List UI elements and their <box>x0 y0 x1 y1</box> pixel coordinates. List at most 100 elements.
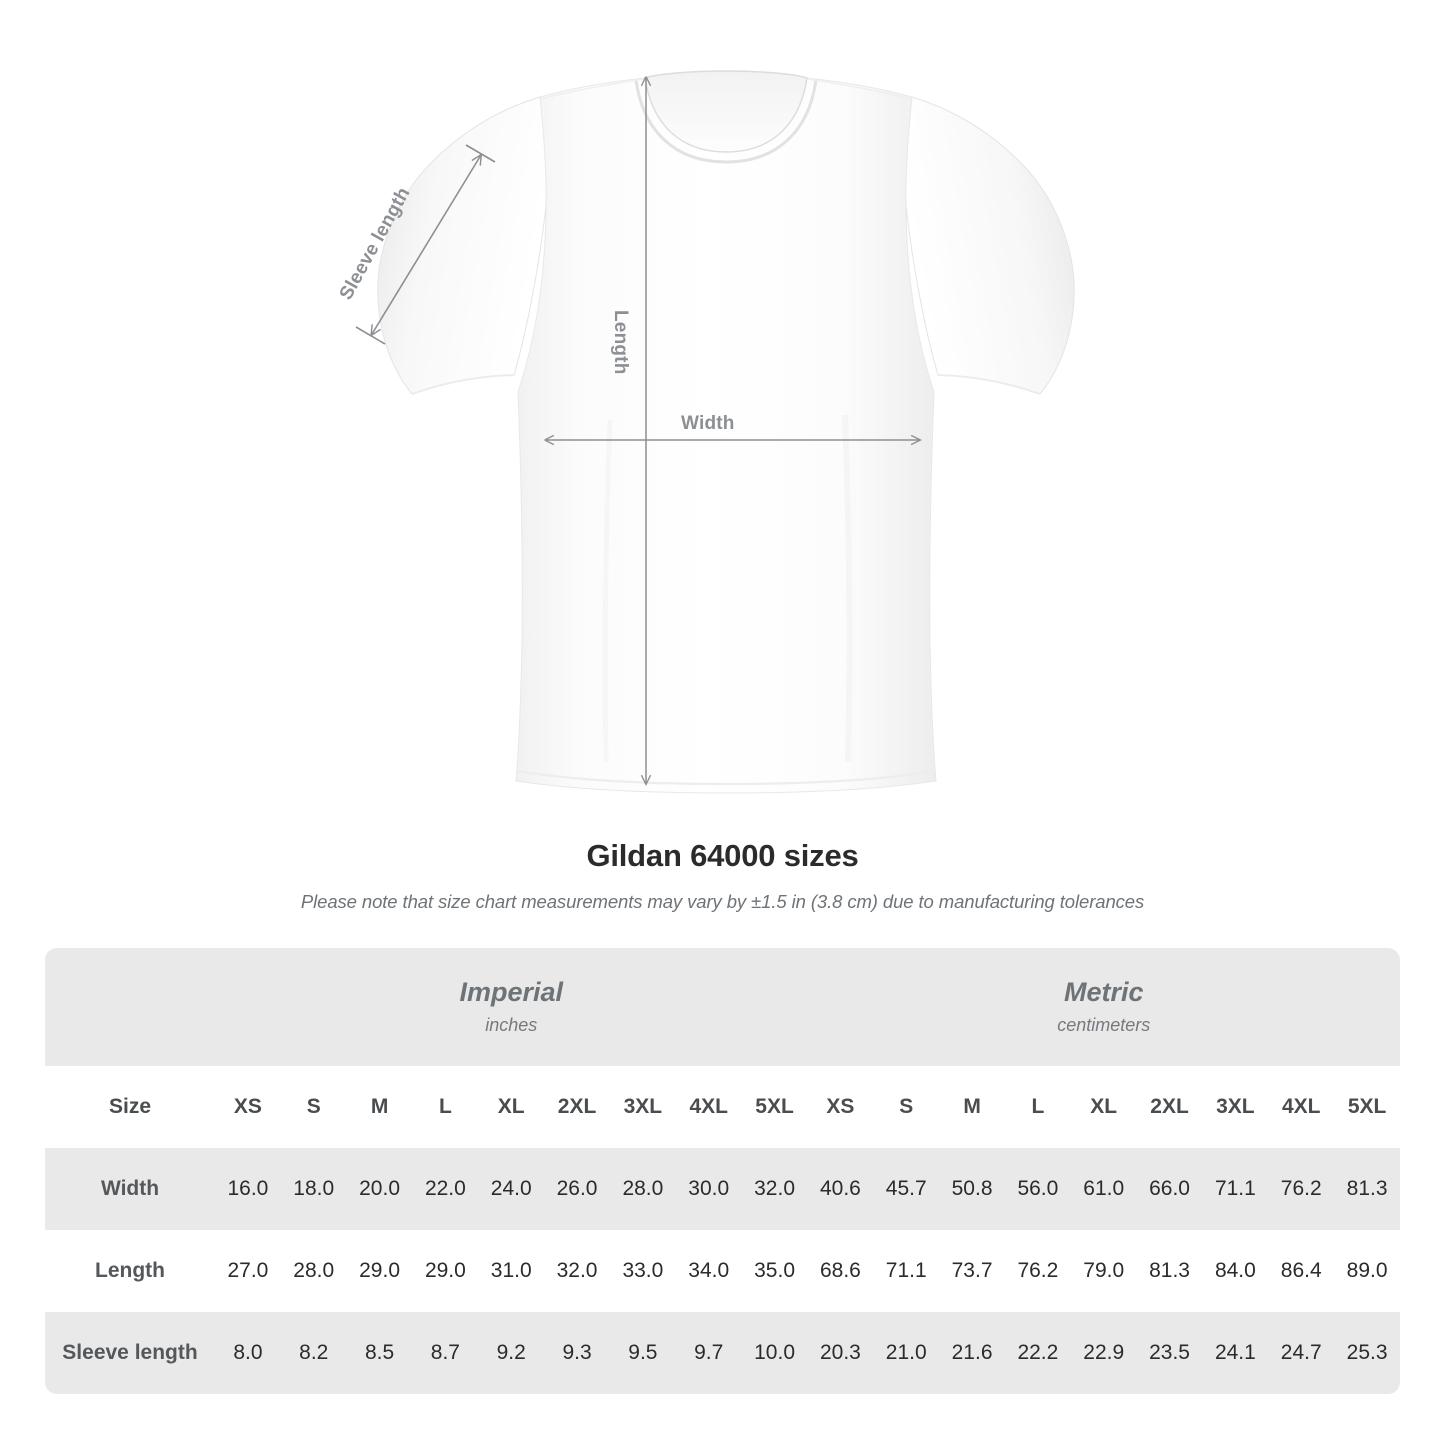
size-chart-table-wrap: Imperial inches Metric centimeters Size X… <box>45 948 1401 1394</box>
unit-banner-spacer <box>45 948 215 1066</box>
cell-width-metric-3xl: 71.1 <box>1202 1148 1269 1230</box>
cell-width-metric-xl: 61.0 <box>1070 1148 1137 1230</box>
right-sleeve <box>904 96 1075 395</box>
cell-width-imperial-l: 22.0 <box>412 1148 479 1230</box>
cell-length-metric-4xl: 86.4 <box>1268 1230 1335 1312</box>
unit-banner-row: Imperial inches Metric centimeters <box>45 948 1401 1066</box>
cell-length-imperial-xs: 27.0 <box>215 1230 281 1312</box>
cell-length-metric-3xl: 84.0 <box>1202 1230 1269 1312</box>
fabric-fold <box>842 414 853 763</box>
cell-width-metric-m: 50.8 <box>939 1148 1005 1230</box>
size-header-metric-xs: XS <box>807 1066 874 1148</box>
size-header-metric-3xl: 3XL <box>1202 1066 1269 1148</box>
left-shoulder-seam <box>540 78 645 100</box>
cell-length-imperial-2xl: 32.0 <box>544 1230 610 1312</box>
cell-width-imperial-4xl: 30.0 <box>675 1148 742 1230</box>
cell-sleeve-length-imperial-m: 8.5 <box>346 1312 413 1394</box>
cell-width-metric-l: 56.0 <box>1004 1148 1071 1230</box>
cell-length-imperial-l: 29.0 <box>412 1230 479 1312</box>
size-header-imperial-3xl: 3XL <box>609 1066 676 1148</box>
fabric-fold <box>602 419 613 763</box>
size-header-metric-l: L <box>1004 1066 1071 1148</box>
cell-sleeve-length-imperial-3xl: 9.5 <box>609 1312 676 1394</box>
unit-name-metric: Metric <box>1064 976 1144 1007</box>
page-subtitle: Please note that size chart measurements… <box>300 891 1145 912</box>
cell-sleeve-length-metric-4xl: 24.7 <box>1268 1312 1335 1394</box>
size-header-metric-2xl: 2XL <box>1136 1066 1203 1148</box>
cell-sleeve-length-imperial-xl: 9.2 <box>478 1312 545 1394</box>
sleeve-length-tick-top <box>465 144 496 163</box>
cell-sleeve-length-imperial-4xl: 9.7 <box>675 1312 742 1394</box>
unit-sub-metric: centimeters <box>1057 1015 1151 1036</box>
size-header-imperial-l: L <box>412 1066 479 1148</box>
cell-sleeve-length-imperial-5xl: 10.0 <box>741 1312 808 1394</box>
size-header-imperial-s: S <box>280 1066 347 1148</box>
cell-length-imperial-4xl: 34.0 <box>675 1230 742 1312</box>
cell-sleeve-length-metric-l: 22.2 <box>1004 1312 1071 1394</box>
cell-sleeve-length-metric-s: 21.0 <box>873 1312 940 1394</box>
cell-length-metric-5xl: 89.0 <box>1334 1230 1401 1312</box>
cell-length-imperial-m: 29.0 <box>346 1230 413 1312</box>
cell-length-imperial-3xl: 33.0 <box>609 1230 676 1312</box>
size-chart-table: Imperial inches Metric centimeters Size X… <box>45 948 1401 1394</box>
cell-width-imperial-m: 20.0 <box>346 1148 413 1230</box>
size-header-metric-s: S <box>873 1066 940 1148</box>
cell-width-imperial-2xl: 26.0 <box>544 1148 610 1230</box>
unit-name-imperial: Imperial <box>459 976 564 1007</box>
size-header-imperial-2xl: 2XL <box>544 1066 610 1148</box>
size-header-metric-m: M <box>939 1066 1005 1148</box>
sleeve-length-arrow <box>372 155 481 334</box>
size-header-imperial-xl: XL <box>478 1066 545 1148</box>
size-header-row: Size XS S M L XL 2XL 3XL 4XL 5XL XS S M L XL 2XL 3XL 4XL 5… <box>45 1066 1401 1148</box>
size-header-imperial-xs: XS <box>215 1066 281 1148</box>
cell-width-metric-s: 45.7 <box>873 1148 940 1230</box>
cell-length-metric-m: 73.7 <box>939 1230 1005 1312</box>
cell-sleeve-length-imperial-2xl: 9.3 <box>544 1312 610 1394</box>
tshirt-diagram: Sleeve length Length Width <box>336 70 1075 794</box>
left-sleeve-hem <box>411 374 515 395</box>
row-label-width: Width <box>45 1148 215 1230</box>
cell-width-metric-5xl: 81.3 <box>1334 1148 1401 1230</box>
size-header-imperial-5xl: 5XL <box>741 1066 808 1148</box>
cell-length-metric-xl: 79.0 <box>1070 1230 1137 1312</box>
heading-block: Gildan 64000 sizes Please note that size… <box>0 838 1445 913</box>
cell-sleeve-length-imperial-s: 8.2 <box>280 1312 347 1394</box>
cell-width-metric-4xl: 76.2 <box>1268 1148 1335 1230</box>
collar <box>644 70 808 153</box>
cell-width-imperial-3xl: 28.0 <box>609 1148 676 1230</box>
cell-length-metric-s: 71.1 <box>873 1230 940 1312</box>
sleeve-length-tick-bottom <box>355 326 386 345</box>
unit-sub-imperial: inches <box>485 1015 538 1036</box>
size-header-imperial-m: M <box>346 1066 413 1148</box>
cell-width-imperial-s: 18.0 <box>280 1148 347 1230</box>
cell-width-imperial-5xl: 32.0 <box>741 1148 808 1230</box>
bottom-hem <box>516 769 936 786</box>
cell-width-metric-xs: 40.6 <box>807 1148 874 1230</box>
row-label-sleeve-length: Sleeve length <box>45 1312 215 1394</box>
cell-sleeve-length-metric-3xl: 24.1 <box>1202 1312 1269 1394</box>
row-label-length: Length <box>45 1230 215 1312</box>
cell-sleeve-length-metric-xs: 20.3 <box>807 1312 874 1394</box>
left-sleeve <box>377 96 548 395</box>
size-header-metric-xl: XL <box>1070 1066 1137 1148</box>
cell-width-metric-2xl: 66.0 <box>1136 1148 1203 1230</box>
cell-width-imperial-xs: 16.0 <box>215 1148 281 1230</box>
cell-length-metric-l: 76.2 <box>1004 1230 1071 1312</box>
size-header-metric-4xl: 4XL <box>1268 1066 1335 1148</box>
cell-sleeve-length-metric-5xl: 25.3 <box>1334 1312 1401 1394</box>
cell-sleeve-length-metric-m: 21.6 <box>939 1312 1005 1394</box>
shirt-body <box>515 77 937 794</box>
cell-length-imperial-s: 28.0 <box>280 1230 347 1312</box>
cell-sleeve-length-imperial-l: 8.7 <box>412 1312 479 1394</box>
unit-banner-metric: Metric centimeters <box>807 948 1401 1066</box>
size-header-imperial-4xl: 4XL <box>675 1066 742 1148</box>
cell-length-imperial-5xl: 35.0 <box>741 1230 808 1312</box>
length-label: Length <box>610 310 631 375</box>
table-row: Sleeve length 8.0 8.2 8.5 8.7 9.2 9.3 9.5 9.7 10.… <box>45 1312 1401 1394</box>
cell-sleeve-length-metric-xl: 22.9 <box>1070 1312 1137 1394</box>
cell-sleeve-length-metric-2xl: 23.5 <box>1136 1312 1203 1394</box>
unit-banner-imperial: Imperial inches <box>215 948 808 1066</box>
right-shoulder-seam <box>807 78 912 100</box>
page-title: Gildan 64000 sizes <box>586 838 859 873</box>
cell-width-imperial-xl: 24.0 <box>478 1148 545 1230</box>
